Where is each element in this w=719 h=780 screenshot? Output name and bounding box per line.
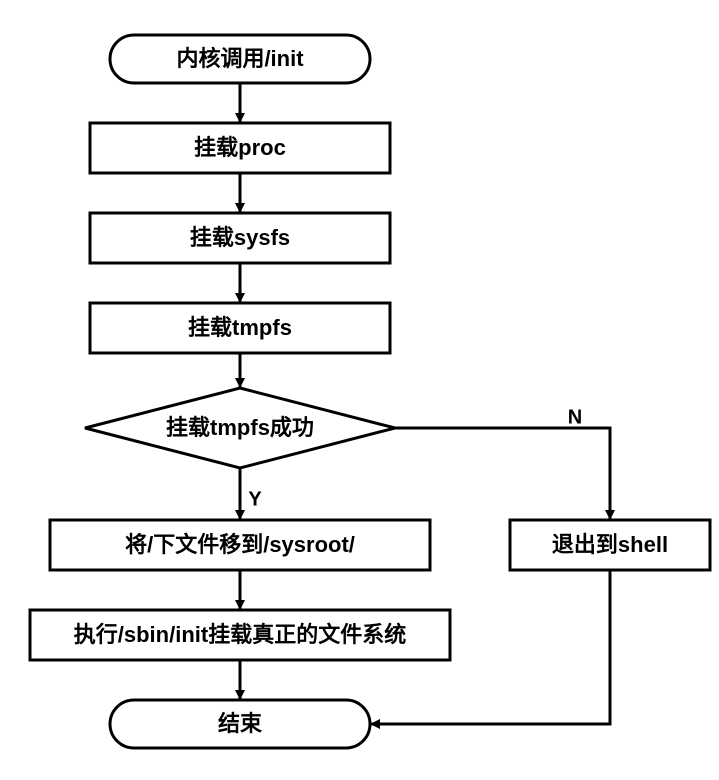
node-label-start: 内核调用/init xyxy=(176,46,304,71)
node-label-tmpfs: 挂载tmpfs xyxy=(188,315,292,340)
node-label-shell: 退出到shell xyxy=(552,532,668,557)
flowchart-canvas: 内核调用/init 挂载proc 挂载sysfs 挂载tmpfs 挂载tmpfs成功将/… xyxy=(20,20,719,760)
node-label-sysfs: 挂载sysfs xyxy=(190,225,290,250)
node-label-move: 将/下文件移到/sysroot/ xyxy=(125,532,355,557)
edge-label-Y: Y xyxy=(248,488,262,510)
node-label-proc: 挂载proc xyxy=(194,135,286,160)
node-label-sbin: 执行/sbin/init挂载真正的文件系统 xyxy=(74,622,406,647)
edge-label-N: N xyxy=(568,406,582,428)
node-label-end: 结束 xyxy=(218,711,263,736)
node-label-decision: 挂载tmpfs成功 xyxy=(166,415,314,440)
edge-decision-shell xyxy=(395,428,610,520)
